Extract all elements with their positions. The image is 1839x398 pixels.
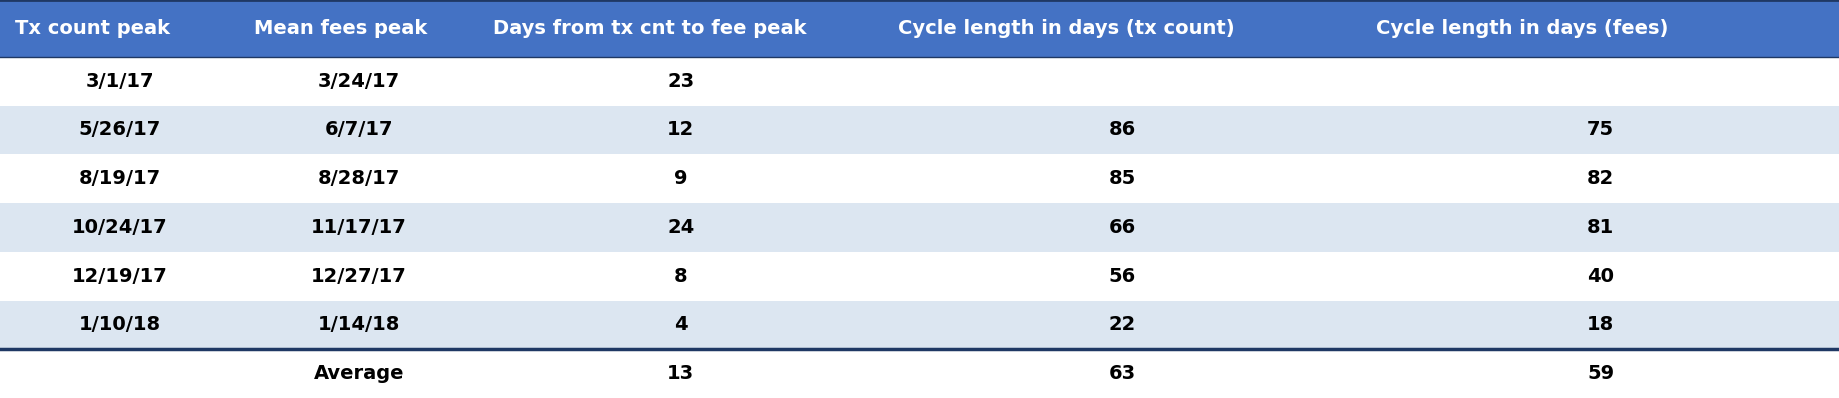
Text: 59: 59	[1587, 364, 1613, 383]
Bar	[0, 105, 1839, 154]
Text: Cycle length in days (fees): Cycle length in days (fees)	[1376, 19, 1668, 38]
Text: Days from tx cnt to fee peak: Days from tx cnt to fee peak	[493, 19, 805, 38]
Text: 8/19/17: 8/19/17	[79, 169, 160, 188]
Text: 3/1/17: 3/1/17	[85, 72, 154, 91]
Bar	[0, 57, 1839, 105]
Bar	[0, 154, 1839, 203]
Text: 63: 63	[1109, 364, 1135, 383]
Bar	[0, 0, 1839, 57]
Text: Cycle length in days (tx count): Cycle length in days (tx count)	[897, 19, 1234, 38]
Text: 1/10/18: 1/10/18	[79, 315, 160, 334]
Text: 86: 86	[1109, 121, 1135, 139]
Text: 12/19/17: 12/19/17	[72, 267, 167, 286]
Text: Mean fees peak: Mean fees peak	[254, 19, 427, 38]
Text: 12: 12	[668, 121, 693, 139]
Text: 66: 66	[1109, 218, 1135, 237]
Text: 18: 18	[1587, 315, 1613, 334]
Text: 82: 82	[1587, 169, 1613, 188]
Bar	[0, 349, 1839, 398]
Text: 1/14/18: 1/14/18	[318, 315, 399, 334]
Text: Average: Average	[313, 364, 405, 383]
Text: 85: 85	[1109, 169, 1135, 188]
Text: 24: 24	[668, 218, 693, 237]
Text: 23: 23	[668, 72, 693, 91]
Text: 4: 4	[673, 315, 688, 334]
Text: 11/17/17: 11/17/17	[311, 218, 406, 237]
Text: 40: 40	[1587, 267, 1613, 286]
Bar	[0, 252, 1839, 300]
Text: 81: 81	[1587, 218, 1613, 237]
Text: 8/28/17: 8/28/17	[318, 169, 399, 188]
Text: 56: 56	[1109, 267, 1135, 286]
Text: 5/26/17: 5/26/17	[79, 121, 160, 139]
Text: Tx count peak: Tx count peak	[15, 19, 169, 38]
Text: 8: 8	[673, 267, 688, 286]
Bar	[0, 203, 1839, 252]
Text: 3/24/17: 3/24/17	[318, 72, 399, 91]
Text: 9: 9	[673, 169, 688, 188]
Text: 10/24/17: 10/24/17	[72, 218, 167, 237]
Text: 13: 13	[668, 364, 693, 383]
Text: 12/27/17: 12/27/17	[311, 267, 406, 286]
Text: 75: 75	[1587, 121, 1613, 139]
Text: 22: 22	[1109, 315, 1135, 334]
Text: 6/7/17: 6/7/17	[324, 121, 394, 139]
Bar	[0, 300, 1839, 349]
